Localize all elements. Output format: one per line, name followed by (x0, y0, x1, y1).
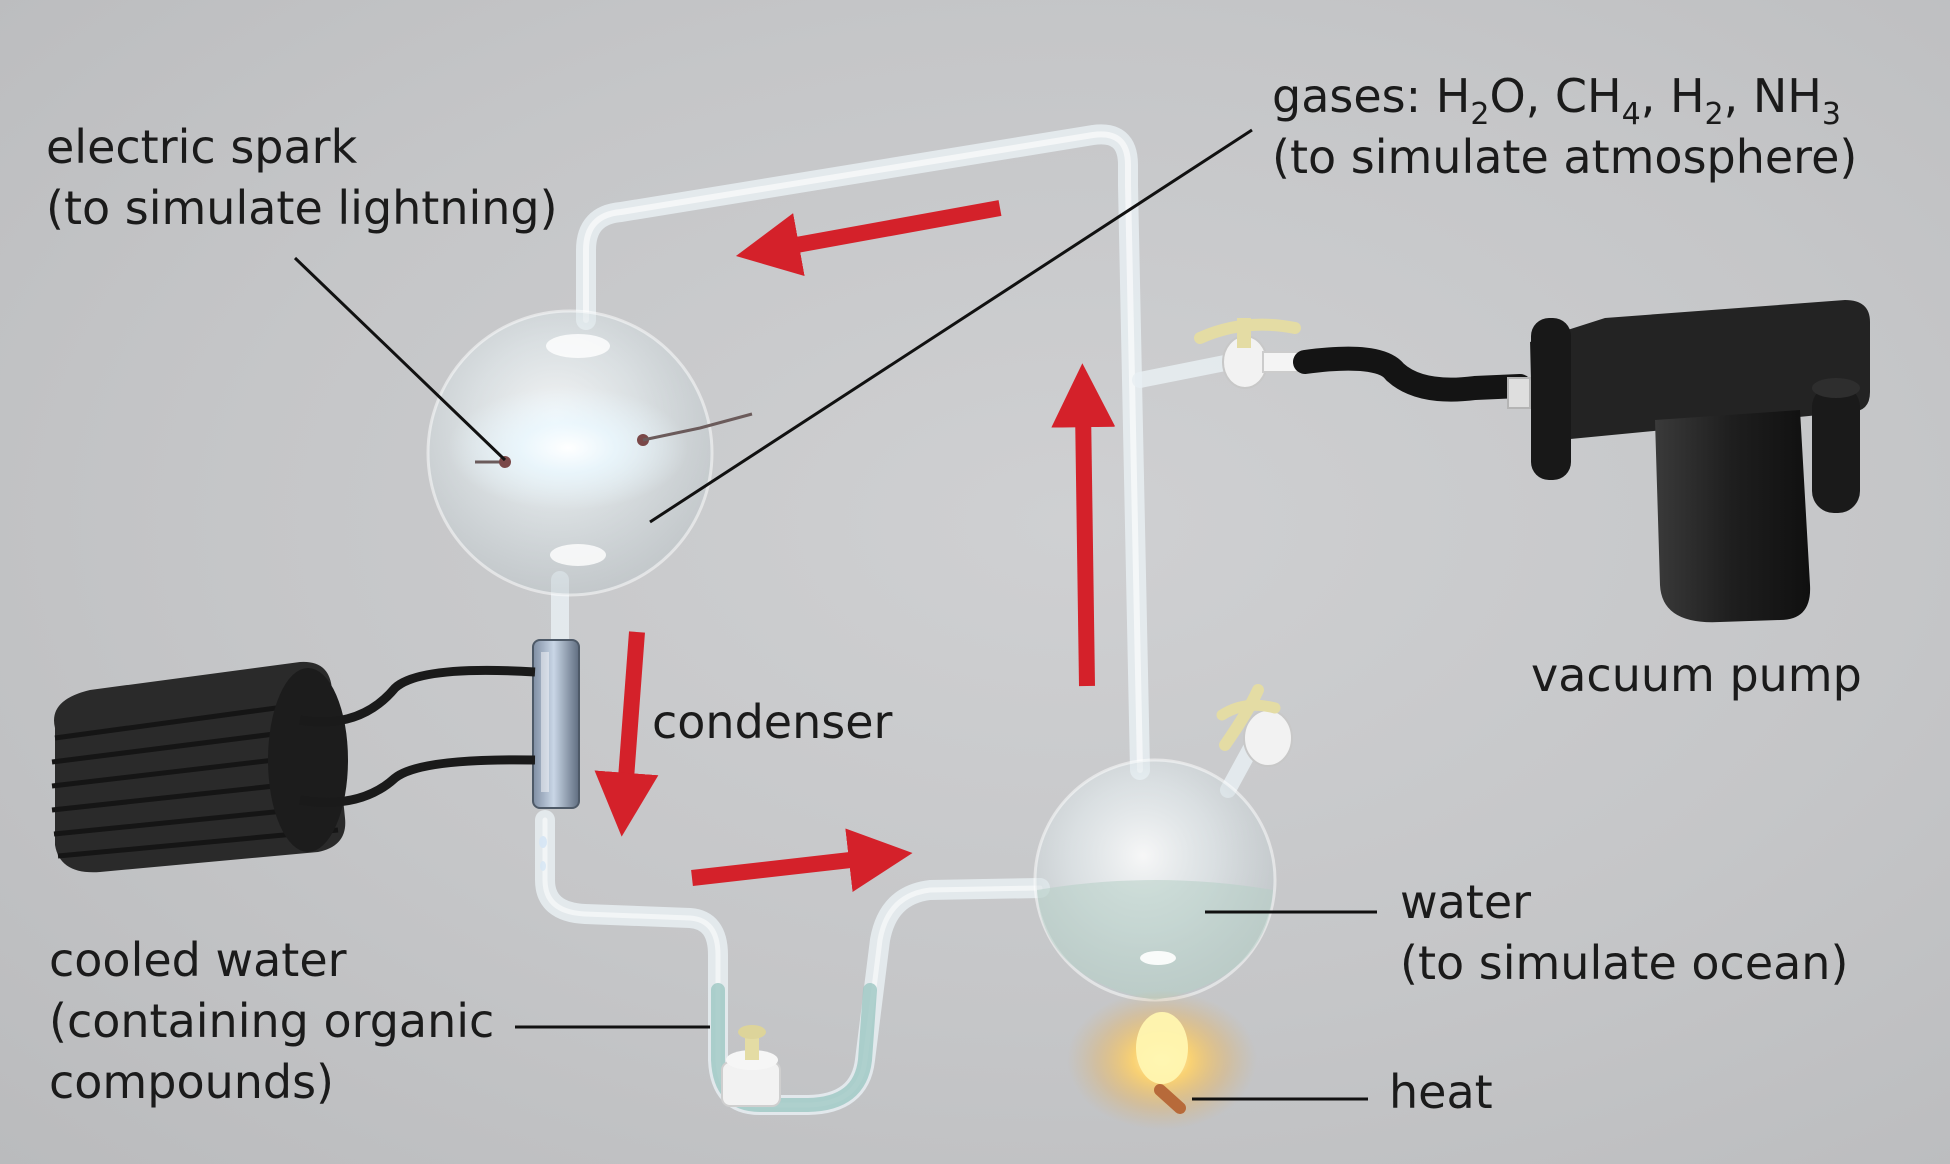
cooling-unit (51, 661, 536, 873)
label-cooled-water-line1: cooled water (49, 933, 347, 987)
label-gases-line2: (to simulate atmosphere) (1272, 130, 1858, 184)
formula-h2o: H2O, (1435, 69, 1555, 132)
flow-arrow-bottom (691, 828, 913, 892)
leader-lines (293, 128, 1377, 1101)
flow-arrow-condenser (594, 631, 659, 837)
formula-h2: H2, (1669, 69, 1753, 132)
formula-ch4: CH4, (1554, 69, 1670, 132)
label-electric-spark: electric spark (to simulate lightning) (46, 117, 558, 239)
vacuum-pump (1293, 300, 1870, 623)
stopcock-lower (721, 1025, 781, 1107)
label-gases-line1: gases: H2O, CH4, H2, NH3 (1272, 66, 1857, 132)
label-water-line2: (to simulate ocean) (1400, 936, 1849, 990)
stopcock-ocean (1216, 684, 1293, 767)
label-heat: heat (1389, 1065, 1493, 1119)
label-electric-spark-line1: electric spark (46, 120, 358, 174)
label-water-line1: water (1400, 875, 1532, 929)
label-gases: gases: H2O, CH4, H2, NH3 (to simulate at… (1272, 66, 1857, 188)
flow-arrow-right (1051, 363, 1116, 687)
label-cooled-water: cooled water (containing organic compoun… (49, 930, 494, 1113)
label-water: water (to simulate ocean) (1400, 872, 1848, 994)
flow-arrows (594, 200, 1116, 892)
label-vacuum-pump: vacuum pump (1531, 648, 1862, 702)
condenser (532, 639, 580, 871)
label-condenser: condenser (652, 695, 893, 749)
formula-nh3: NH3 (1752, 69, 1841, 132)
label-cooled-water-line2: (containing organic (49, 994, 495, 1048)
stopcock-upper (1194, 318, 1312, 389)
leader-gases (649, 128, 1253, 524)
leader-electric-spark (293, 256, 507, 462)
ocean-flask (1033, 758, 1277, 1002)
label-cooled-water-line3: compounds) (49, 1055, 335, 1109)
heat-source (1067, 990, 1257, 1130)
spark-flask (426, 309, 753, 597)
label-gases-prefix: gases: (1272, 69, 1436, 123)
flow-arrow-top (735, 200, 1002, 277)
label-electric-spark-line2: (to simulate lightning) (46, 181, 558, 235)
